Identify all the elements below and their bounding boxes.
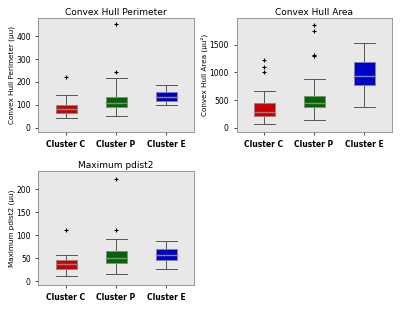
Title: Maximum pdist2: Maximum pdist2 bbox=[78, 161, 154, 170]
Title: Convex Hull Perimeter: Convex Hull Perimeter bbox=[65, 8, 167, 17]
Bar bbox=[106, 97, 126, 108]
Bar bbox=[156, 91, 177, 101]
Bar bbox=[56, 105, 76, 113]
Bar bbox=[106, 250, 126, 263]
Bar bbox=[304, 96, 324, 107]
Bar bbox=[156, 249, 177, 260]
Y-axis label: Convex Hull Area (µu²): Convex Hull Area (µu²) bbox=[200, 34, 208, 116]
Y-axis label: Convex Hull Perimeter (µu): Convex Hull Perimeter (µu) bbox=[8, 26, 15, 124]
Bar bbox=[56, 260, 76, 269]
Bar bbox=[354, 62, 375, 85]
Bar bbox=[254, 103, 274, 116]
Title: Convex Hull Area: Convex Hull Area bbox=[275, 8, 353, 17]
Y-axis label: Maximum pdist2 (µu): Maximum pdist2 (µu) bbox=[8, 189, 15, 267]
